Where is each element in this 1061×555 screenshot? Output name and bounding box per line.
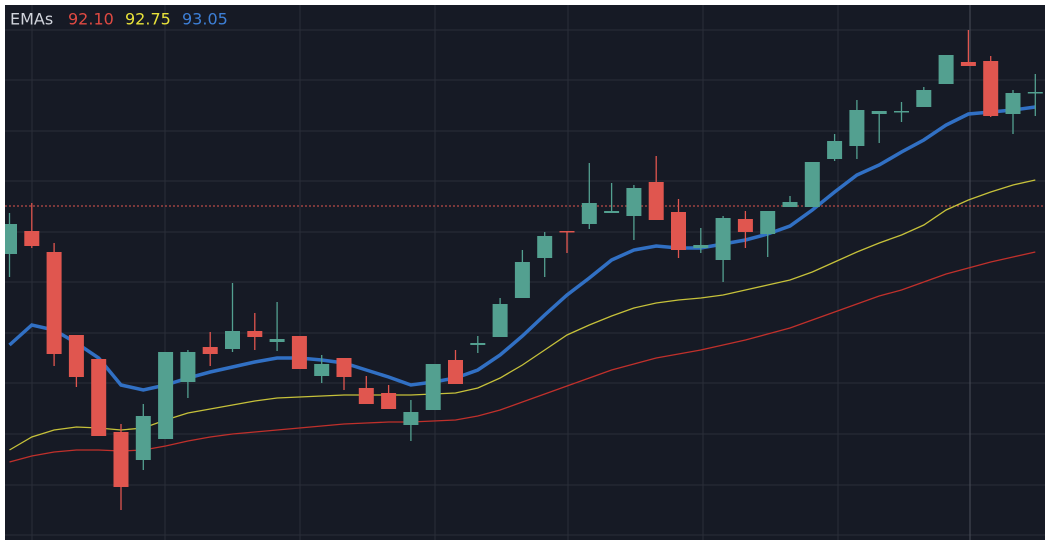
candle-body: [425, 364, 441, 410]
candle-body: [871, 111, 887, 114]
candle-body: [537, 236, 553, 258]
candle-body: [5, 224, 17, 254]
candle-body: [247, 331, 263, 337]
candle-body: [470, 343, 486, 345]
candle-body: [960, 62, 976, 66]
candle-body: [894, 111, 909, 113]
candle-body: [291, 336, 307, 369]
candle-body: [448, 360, 463, 384]
candle-body: [782, 202, 798, 207]
candle-body: [693, 245, 709, 248]
candle-body: [180, 352, 196, 382]
candle-body: [202, 347, 218, 354]
legend-value: 92.75: [125, 10, 171, 29]
ema-line: [9, 251, 1036, 463]
candle-body: [24, 231, 40, 246]
plot-area: [5, 5, 1045, 540]
legend-value: 93.05: [182, 10, 228, 29]
candle-body: [314, 364, 330, 376]
candle-body: [916, 90, 932, 107]
candle-body: [938, 55, 954, 84]
candle-body: [804, 162, 820, 207]
candle-body: [626, 188, 642, 216]
legend-title: EMAs: [10, 10, 53, 29]
candle-body: [225, 331, 240, 349]
candle-body: [269, 339, 285, 342]
candle-body: [91, 359, 107, 436]
candle-body: [737, 219, 753, 232]
candle-body: [514, 262, 530, 298]
candle-body: [1005, 93, 1021, 114]
candle-body: [113, 432, 129, 487]
candle-body: [760, 211, 776, 234]
candle-body: [559, 231, 575, 233]
candle-body: [715, 218, 731, 260]
candle-body: [358, 388, 374, 404]
candle-body: [135, 416, 151, 460]
legend-value: 92.10: [68, 10, 114, 29]
candle-body: [336, 358, 352, 377]
candle-body: [158, 352, 174, 439]
candle-body: [381, 393, 397, 409]
candle-body: [1027, 92, 1043, 94]
candle-body: [492, 304, 508, 337]
candle-body: [983, 61, 999, 116]
candle-body: [581, 203, 597, 224]
candle-body: [671, 212, 686, 250]
candle-body: [604, 211, 620, 213]
candle-body: [849, 110, 865, 146]
candle-body: [648, 182, 664, 220]
ema-line: [9, 179, 1036, 451]
candle-body: [403, 412, 419, 425]
candle-body: [827, 141, 843, 159]
candle-body: [46, 252, 62, 354]
candle-body: [68, 335, 84, 377]
